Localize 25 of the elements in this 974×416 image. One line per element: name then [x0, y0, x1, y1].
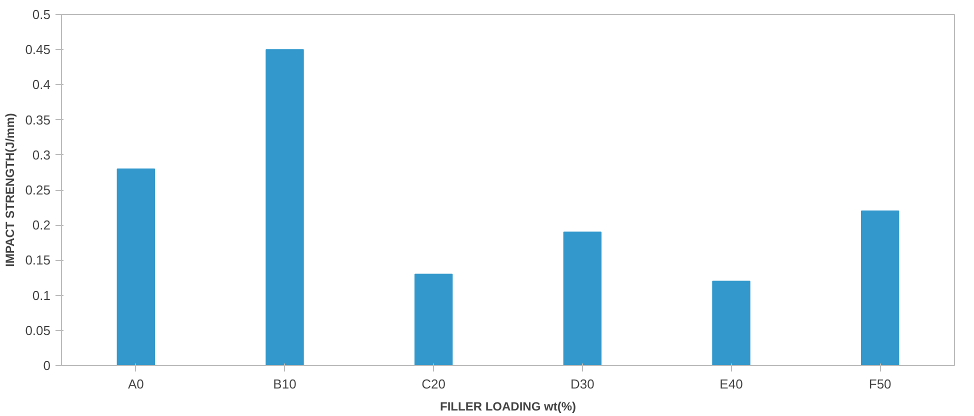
y-tick-label: 0	[43, 358, 51, 373]
x-axis-title: FILLER LOADING wt(%)	[440, 400, 576, 414]
y-tick-label: 0.45	[25, 42, 51, 58]
bar	[563, 232, 602, 366]
y-tick-label: 0.05	[25, 322, 51, 338]
x-tick-label: F50	[868, 376, 892, 392]
x-tick-label: B10	[273, 376, 296, 392]
bar	[116, 168, 156, 366]
bar	[266, 49, 304, 366]
y-tick-label: 0.5	[32, 7, 51, 22]
bar	[414, 274, 453, 366]
y-tick-label: 0.1	[32, 288, 51, 303]
x-tick-label: C20	[422, 376, 446, 392]
y-tick-label: 0.3	[32, 147, 51, 162]
bar	[860, 210, 900, 366]
bar	[712, 280, 750, 366]
y-tick-label: 0.35	[25, 112, 51, 128]
y-tick-label: 0.2	[32, 218, 51, 233]
x-tick-label: E40	[720, 376, 743, 392]
x-tick-label: A0	[128, 376, 144, 392]
y-tick-label: 0.15	[25, 252, 51, 268]
y-tick-label: 0.4	[32, 77, 51, 92]
y-tick-label: 0.25	[25, 182, 51, 198]
y-axis-title: IMPACT STRENGTH(J/mm)	[3, 113, 18, 267]
x-tick-label: D30	[570, 376, 594, 392]
